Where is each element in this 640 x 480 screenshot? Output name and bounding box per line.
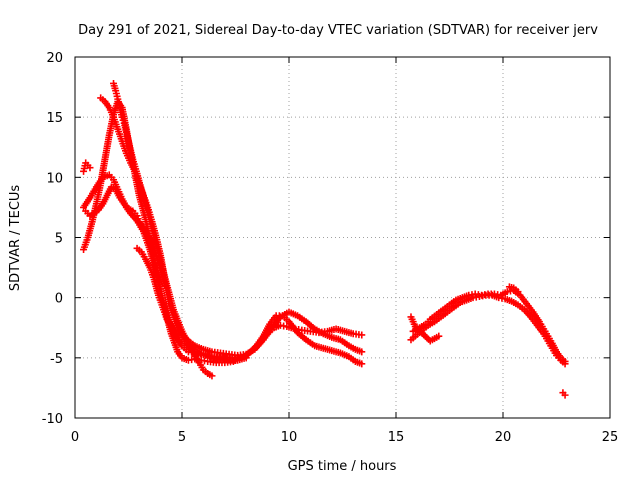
data-point xyxy=(358,331,366,339)
y-axis-label: SDTVAR / TECUs xyxy=(8,185,23,292)
x-axis-label: GPS time / hours xyxy=(288,459,397,474)
data-point xyxy=(208,372,216,380)
y-tick-label: 20 xyxy=(46,51,63,66)
data-point xyxy=(358,348,366,356)
x-tick-label: 20 xyxy=(495,430,512,445)
y-tick-label: -10 xyxy=(42,412,63,427)
x-tick-label: 15 xyxy=(388,430,405,445)
data-point xyxy=(358,360,366,368)
data-point xyxy=(242,354,250,362)
series-track-e xyxy=(82,183,169,290)
chart-title: Day 291 of 2021, Sidereal Day-to-day VTE… xyxy=(78,23,598,38)
data-point xyxy=(86,164,94,172)
y-tick-label: -5 xyxy=(50,352,63,367)
series-track-c xyxy=(97,94,366,359)
series-track-h xyxy=(409,286,569,365)
data-point xyxy=(435,332,443,340)
series-track-f xyxy=(133,244,250,364)
data-point xyxy=(514,288,522,296)
y-tick-label: 5 xyxy=(55,232,63,247)
y-tick-label: 0 xyxy=(55,292,63,307)
tick-labels: 0 5 10 15 20 25 -10 -5 0 5 10 15 20 xyxy=(42,51,619,445)
series-track-i xyxy=(407,283,569,399)
series-track-d xyxy=(80,79,216,380)
x-tick-label: 25 xyxy=(602,430,619,445)
y-tick-label: 10 xyxy=(46,171,63,186)
data-point xyxy=(161,282,169,290)
x-tick-label: 10 xyxy=(281,430,298,445)
x-tick-label: 0 xyxy=(71,430,79,445)
data-point xyxy=(561,357,569,365)
plot-area-frame xyxy=(74,56,611,419)
y-tick-label: 15 xyxy=(46,111,63,126)
data-point xyxy=(561,391,569,399)
data-points xyxy=(80,79,569,399)
x-tick-label: 5 xyxy=(178,430,186,445)
